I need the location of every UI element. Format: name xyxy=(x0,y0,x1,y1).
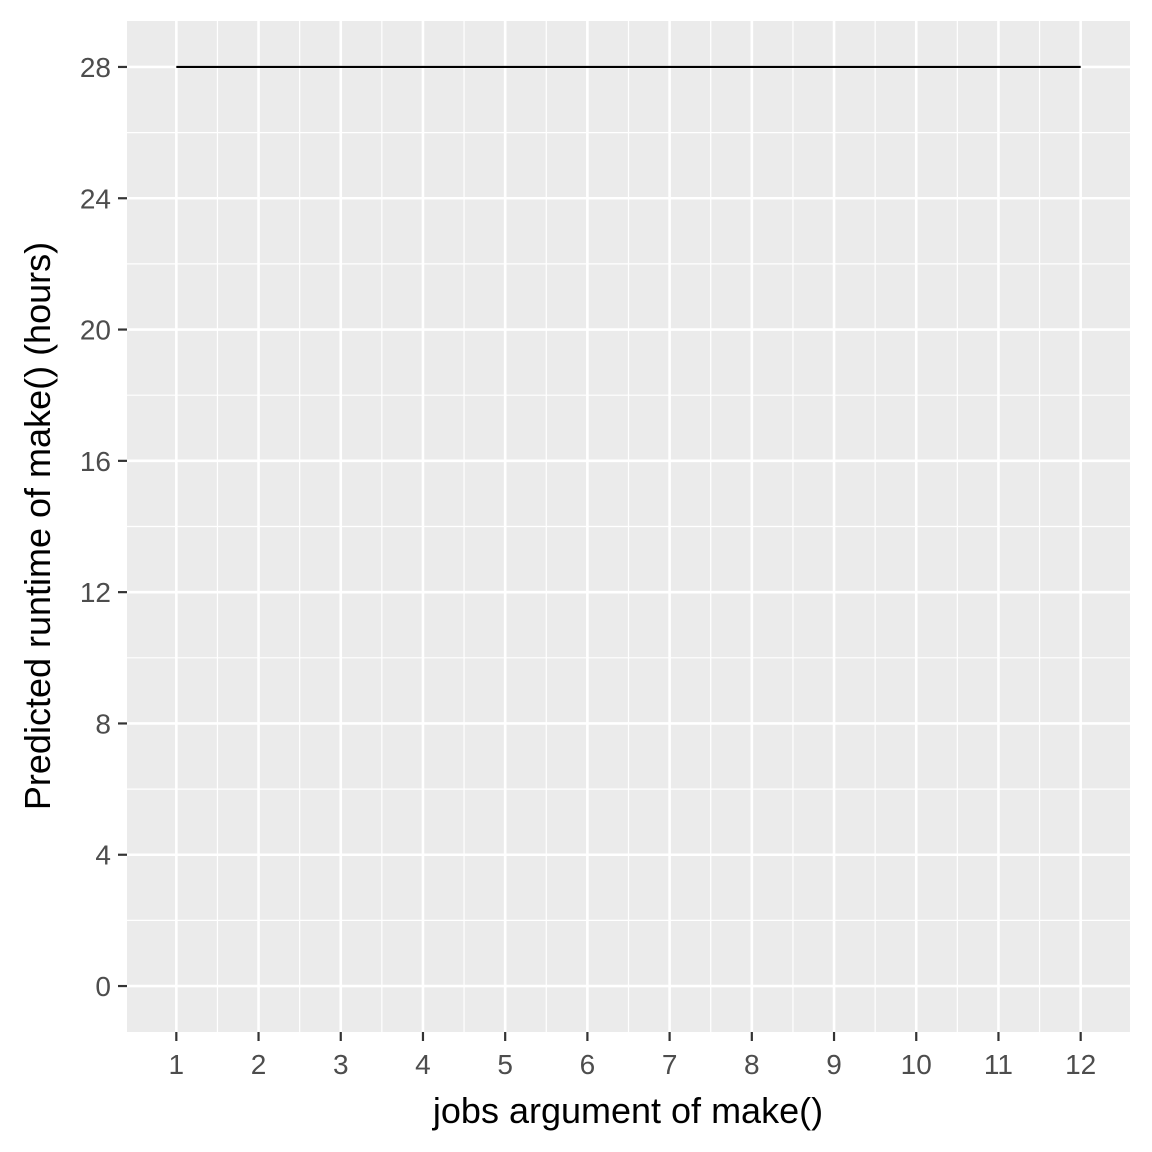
grid-lines xyxy=(127,21,1130,1032)
x-tick-label: 8 xyxy=(744,1049,760,1080)
x-tick-label: 5 xyxy=(497,1049,513,1080)
x-axis-title: jobs argument of make() xyxy=(432,1090,823,1131)
x-tick-label: 1 xyxy=(169,1049,185,1080)
y-tick-label: 4 xyxy=(95,840,111,871)
x-tick-label: 4 xyxy=(415,1049,431,1080)
y-tick-label: 0 xyxy=(95,971,111,1002)
y-tick-label: 16 xyxy=(80,446,111,477)
x-tick-label: 2 xyxy=(251,1049,267,1080)
y-tick-label: 24 xyxy=(80,183,111,214)
x-tick-label: 3 xyxy=(333,1049,349,1080)
y-tick-label: 12 xyxy=(80,577,111,608)
x-tick-label: 10 xyxy=(901,1049,932,1080)
x-tick-label: 11 xyxy=(984,1049,1013,1080)
y-tick-label: 8 xyxy=(95,708,111,739)
y-axis-title: Predicted runtime of make() (hours) xyxy=(17,242,58,810)
y-tick-label: 20 xyxy=(80,315,111,346)
x-tick-label: 12 xyxy=(1065,1049,1096,1080)
x-tick-label: 7 xyxy=(662,1049,678,1080)
x-tick-label: 9 xyxy=(826,1049,842,1080)
y-tick-label: 28 xyxy=(80,52,111,83)
x-tick-label: 6 xyxy=(580,1049,596,1080)
